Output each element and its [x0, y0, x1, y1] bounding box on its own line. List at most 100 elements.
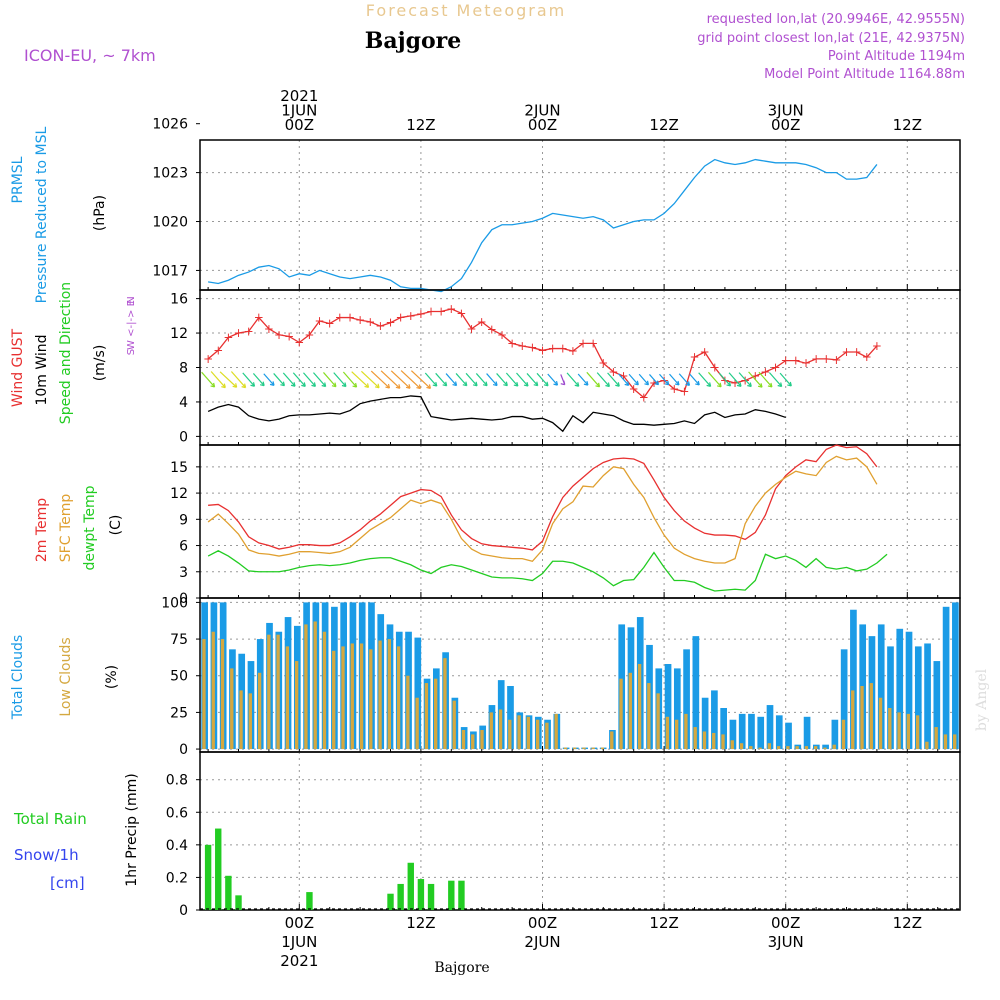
wind-arrow-shaft: [230, 371, 246, 388]
total-cloud-bar: [757, 716, 765, 750]
wind-arrow: [242, 372, 256, 387]
total-cloud-bar: [738, 713, 746, 750]
bottom-tick-label: 3JUN: [768, 933, 804, 951]
wind-arrow-head: [726, 381, 732, 387]
wind-arrow-shaft: [445, 373, 457, 386]
wind-arrow-head: [747, 382, 752, 388]
wind-arrow-shaft: [400, 370, 420, 389]
low-cloud-bar: [294, 661, 299, 750]
gust-point: +: [436, 305, 446, 319]
gust-point: +: [213, 343, 223, 357]
wind-arrow-head: [787, 381, 792, 387]
wind-direction-label: Speed and Direction: [58, 282, 74, 424]
low-cloud-bar: [582, 747, 586, 750]
wind-arrow-shaft: [201, 371, 215, 387]
location-title: Bajgore: [365, 28, 461, 54]
low-cloud-bar: [730, 740, 734, 750]
wind-arrow: [435, 372, 448, 387]
wind-speed-line: [207, 395, 786, 433]
low-cloud-bar: [767, 743, 772, 750]
low-cloud-bar: [563, 747, 568, 750]
wind-arrow-head: [482, 381, 488, 387]
temp-unit-label: (C): [108, 515, 124, 536]
gust-point: +: [669, 382, 679, 396]
wind-arrow-head: [269, 381, 275, 386]
wind-arrow: [342, 371, 358, 388]
rain-bar: [387, 893, 394, 910]
requested-coords: requested lon,lat (20.9946E, 42.9555N): [707, 12, 965, 27]
wind-arrow-shaft: [210, 371, 226, 388]
gust-point: +: [517, 339, 527, 353]
total-cloud-bar: [896, 628, 904, 750]
y-tick-label: 6: [179, 539, 188, 555]
wind-arrow-shaft: [748, 371, 762, 387]
wind-arrow: [410, 370, 432, 390]
gust-point: +: [385, 316, 395, 330]
rain-bar: [448, 880, 455, 910]
wind-arrow-head: [352, 382, 358, 388]
top-tick-label: 12Z: [649, 116, 678, 134]
wind-arrow-shaft: [410, 370, 430, 388]
low-cloud-bar: [230, 668, 234, 750]
wind-arrow-head: [426, 384, 432, 390]
wind-arrow-head: [374, 383, 380, 389]
gust-point: +: [487, 323, 497, 337]
wind-arrow: [505, 372, 519, 387]
low-cloud-bar: [888, 708, 892, 750]
low-cloud-bar: [693, 727, 697, 750]
low-cloud-bar: [684, 713, 688, 750]
sfc-temp-line: [207, 455, 878, 564]
snow-label: Snow/1h: [14, 846, 79, 864]
wind-arrow-shaft: [219, 371, 237, 387]
wind-arrow-shaft: [718, 372, 731, 386]
total-cloud-bar: [683, 649, 690, 750]
low-cloud-bar: [350, 643, 354, 750]
gust-point: +: [294, 336, 304, 350]
side-labels: PRMSL Pressure Reduced to MSL (hPa) Wind GU…: [10, 126, 140, 892]
gust-point: +: [527, 341, 537, 355]
low-cloud-bar: [573, 747, 577, 750]
wind-arrow: [748, 371, 763, 388]
wind-arrow-shaft: [698, 372, 711, 387]
low-cloud-bar: [341, 646, 345, 750]
wind-arrow-head: [280, 381, 285, 387]
wind-arrow-shaft: [659, 373, 669, 385]
gust-point: +: [700, 345, 710, 359]
rain-bar: [306, 892, 313, 910]
wind-arrow-shaft: [475, 373, 487, 386]
wind-arrow-shaft: [577, 373, 588, 385]
wind-arrow-head: [543, 381, 549, 387]
wind-arrow-head: [341, 382, 347, 388]
gust-line: [207, 308, 878, 399]
wind-arrow: [738, 372, 752, 388]
wind-arrow: [361, 370, 380, 389]
y-tick-label: 16: [170, 292, 188, 308]
gust-point: +: [771, 361, 781, 375]
total-cloud-bar: [507, 686, 514, 750]
wind-arrow-head: [221, 383, 226, 389]
compass-axis: W <-|-> E: [126, 300, 137, 350]
bottom-tick-label: 2021: [280, 952, 318, 970]
wind-arrow-shaft: [758, 371, 772, 387]
panel-frame: [199, 444, 961, 599]
wind-arrow-head: [583, 380, 589, 386]
pressure-long-label: Pressure Reduced to MSL: [34, 126, 50, 303]
wind-arrow-head: [574, 382, 580, 387]
low-cloud-bar: [471, 734, 475, 750]
low-cloud-bar: [851, 690, 855, 750]
wind-arrow-head: [685, 381, 691, 386]
point-altitude: Point Altitude 1194m: [828, 49, 965, 64]
wind-arrow: [292, 372, 306, 387]
gust-point: +: [274, 328, 284, 342]
total-cloud-bar: [729, 719, 737, 750]
gust-point: +: [872, 339, 882, 353]
wind-arrow: [390, 370, 411, 389]
wind-arrow-shaft: [370, 370, 389, 388]
gust-point: +: [406, 309, 416, 323]
wind-arrow-head: [232, 383, 238, 388]
gust-point: +: [233, 326, 243, 340]
gust-point: +: [679, 385, 689, 399]
wind-arrow: [455, 373, 468, 387]
low-cloud-bar: [943, 734, 948, 750]
rain-bar: [427, 883, 435, 910]
